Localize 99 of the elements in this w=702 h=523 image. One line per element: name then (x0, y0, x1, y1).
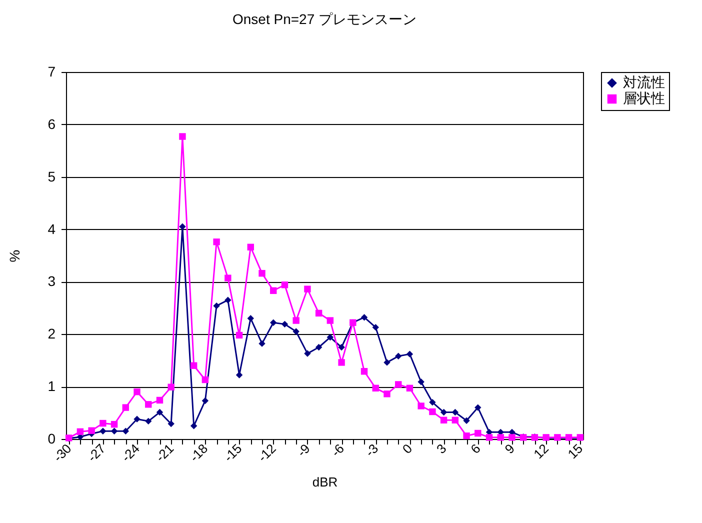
point (418, 402, 424, 410)
y-tick-label: 1 (48, 378, 56, 394)
y-tick-label: 7 (48, 64, 56, 80)
x-tick-label: 6 (468, 440, 484, 457)
point (463, 432, 470, 440)
point (429, 398, 436, 406)
x-tick-label: 15 (564, 440, 586, 462)
legend-label: 層状性 (623, 90, 665, 106)
point (304, 286, 311, 292)
point (338, 344, 345, 351)
point (236, 332, 243, 339)
point (429, 408, 436, 416)
point (452, 416, 459, 424)
point (360, 314, 368, 321)
point (202, 376, 209, 384)
point (395, 352, 402, 360)
point (213, 238, 220, 246)
y-tick-label: 3 (48, 273, 56, 290)
point (304, 350, 311, 357)
point (384, 390, 390, 398)
x-axis-title: dBR (312, 474, 338, 490)
point (326, 317, 334, 324)
point (440, 408, 448, 416)
point (326, 334, 334, 341)
point (281, 320, 288, 328)
point (236, 372, 243, 378)
chart-title: Onset Pn=27 プレモンスーン (232, 11, 417, 27)
y-tick-label: 2 (48, 326, 56, 342)
point (202, 397, 209, 404)
x-tick-label: -27 (84, 440, 108, 465)
x-tick-label: 9 (502, 440, 518, 457)
point (168, 420, 174, 428)
point (338, 359, 345, 366)
point (486, 434, 493, 441)
point (360, 368, 368, 375)
point (315, 310, 322, 317)
point (258, 340, 266, 347)
x-tick-label: 3 (434, 440, 450, 457)
point (224, 296, 232, 304)
point (224, 274, 232, 282)
point (247, 315, 254, 322)
point (122, 428, 130, 434)
point (145, 418, 152, 425)
x-tick-label: 12 (530, 440, 552, 462)
point (247, 244, 254, 250)
x-tick-label: -3 (362, 440, 382, 460)
point (190, 362, 198, 369)
y-tick-label: 4 (48, 220, 56, 237)
point (156, 396, 164, 404)
point (372, 324, 379, 331)
x-tick-label: -9 (294, 440, 313, 460)
point (452, 408, 459, 416)
x-tick-label: -15 (220, 440, 245, 465)
point (190, 422, 198, 430)
point (474, 404, 482, 411)
x-tick-label: -21 (152, 440, 177, 465)
point (134, 416, 140, 422)
x-tick-label: -12 (254, 440, 279, 465)
point (474, 430, 482, 437)
point (110, 420, 118, 428)
point (497, 434, 504, 441)
point (156, 408, 164, 416)
point (168, 384, 174, 390)
point (395, 381, 402, 388)
y-tick-label: 5 (48, 168, 56, 184)
point (508, 434, 516, 441)
point (270, 287, 277, 294)
point (100, 420, 106, 427)
x-tick-label: -6 (328, 440, 347, 460)
x-tick-label: -24 (118, 440, 142, 465)
point (134, 388, 140, 396)
x-tick-label: 0 (399, 440, 416, 457)
y-axis-title: % (6, 250, 23, 262)
y-tick-label: 6 (48, 116, 56, 132)
point (88, 427, 95, 434)
point (292, 317, 300, 324)
point (281, 282, 288, 288)
point (463, 417, 470, 424)
point (292, 328, 300, 335)
point (384, 359, 390, 366)
point (372, 384, 379, 392)
point (100, 428, 106, 434)
point (122, 404, 130, 411)
y-tick-label: 0 (48, 430, 56, 446)
point (315, 344, 322, 351)
point (258, 270, 266, 277)
point (406, 350, 414, 358)
point (406, 384, 414, 392)
point (110, 428, 118, 434)
point (270, 319, 277, 326)
point (179, 133, 186, 140)
point (76, 428, 84, 436)
x-tick-label: -18 (186, 440, 211, 465)
point (213, 302, 220, 310)
point (179, 223, 186, 230)
legend-label: 対流性 (623, 74, 665, 90)
point (440, 416, 448, 424)
point (145, 401, 152, 408)
point (418, 378, 424, 386)
